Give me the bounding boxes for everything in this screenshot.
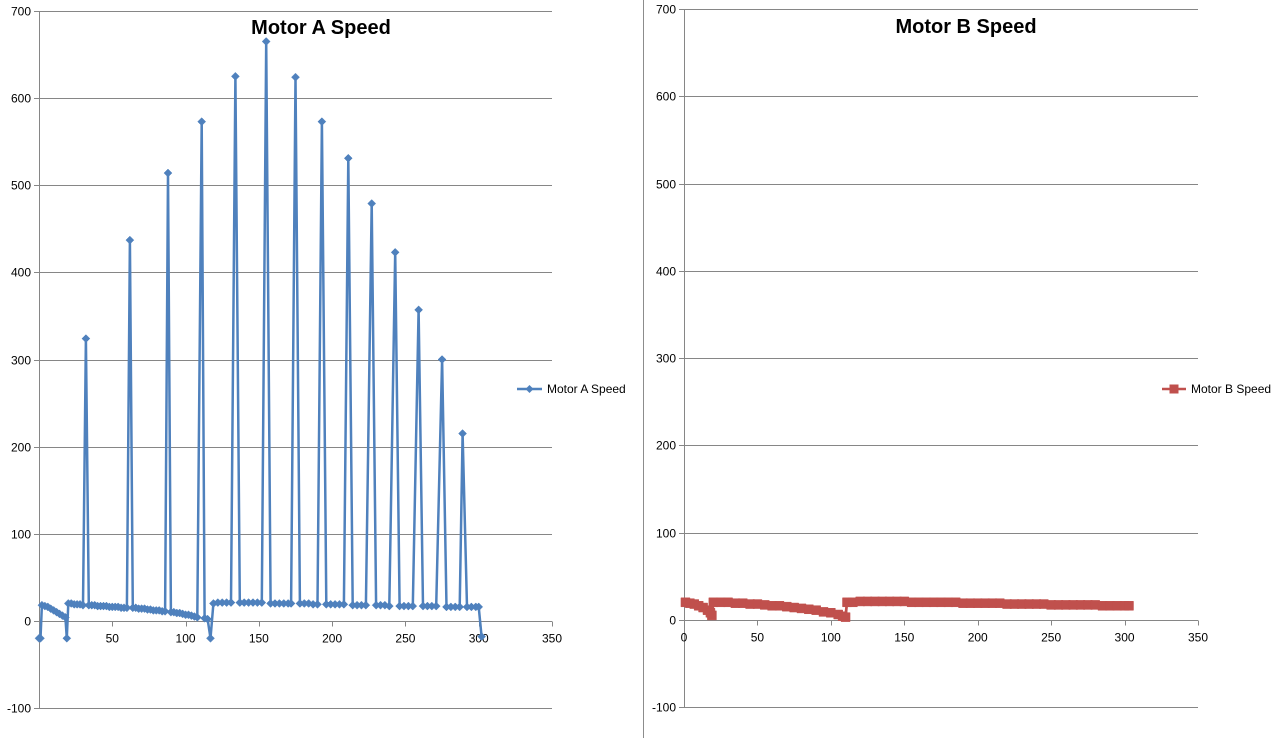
y-tick-label: 600	[656, 90, 676, 104]
data-point	[317, 117, 327, 127]
y-tick-label: 300	[11, 354, 31, 368]
chart-panel-motor-b: -100 0 100 200 300 400 500 600 700 0 50 100 150 200 2…	[645, 0, 1287, 738]
data-point	[384, 601, 394, 611]
axes	[34, 11, 553, 709]
chart-title: Motor B Speed	[895, 16, 1036, 38]
legend: Motor B Speed	[1162, 382, 1271, 396]
series-line	[39, 40, 483, 640]
y-tick-label: 500	[656, 178, 676, 192]
y-tick-label: 100	[656, 527, 676, 541]
data-point	[163, 168, 173, 178]
y-tick-label: 200	[11, 441, 31, 455]
x-tick-label: 200	[322, 632, 342, 646]
x-tick-label: 100	[176, 632, 196, 646]
data-point	[477, 632, 486, 641]
chart-title: Motor A Speed	[251, 17, 391, 39]
data-point	[414, 305, 423, 315]
data-point	[206, 633, 215, 643]
data-point	[474, 602, 484, 612]
y-tick-label: 0	[669, 614, 676, 628]
series-markers	[680, 596, 1134, 622]
x-tick-label: 100	[821, 631, 841, 645]
data-point	[707, 610, 717, 621]
data-point	[81, 334, 91, 343]
data-point	[1124, 601, 1134, 611]
data-point	[455, 602, 465, 612]
data-point	[261, 37, 271, 46]
data-point	[197, 117, 207, 127]
x-tick-labels: 50 100 150 200 250 300 350	[106, 632, 563, 646]
y-tick-label: 400	[656, 265, 676, 279]
y-tick-label: -100	[652, 701, 676, 715]
data-point	[122, 603, 132, 613]
y-tick-label: 400	[11, 266, 31, 280]
data-point	[458, 429, 467, 438]
data-point	[125, 235, 135, 245]
x-tick-label: 300	[469, 632, 489, 646]
x-tick-label: 350	[1188, 631, 1208, 645]
data-point	[160, 606, 170, 616]
data-point	[78, 600, 88, 610]
data-point	[339, 599, 349, 609]
axes	[679, 9, 1199, 708]
data-point	[313, 599, 322, 609]
y-tick-labels: -100 0 100 200 300 400 500 600 700	[652, 3, 676, 715]
y-tick-label: 0	[24, 615, 31, 629]
y-tick-label: 100	[11, 528, 31, 542]
series-markers	[34, 37, 486, 643]
data-point	[203, 614, 212, 624]
x-tick-label: 250	[1041, 631, 1061, 645]
x-tick-label: 350	[542, 632, 562, 646]
data-point	[231, 71, 240, 81]
data-point	[343, 153, 353, 163]
x-tick-label: 150	[894, 631, 914, 645]
legend-label: Motor A Speed	[547, 382, 626, 396]
y-tick-label: 300	[656, 352, 676, 366]
x-tick-label: 150	[249, 632, 269, 646]
data-point	[36, 633, 45, 643]
chart-motor-b: -100 0 100 200 300 400 500 600 700 0 50 100 150 200 2…	[652, 3, 1271, 715]
y-tick-label: 700	[11, 5, 31, 19]
y-tick-label: 700	[656, 3, 676, 17]
x-tick-label: 50	[106, 632, 120, 646]
data-point	[367, 199, 377, 208]
data-point	[291, 72, 300, 82]
data-point	[431, 601, 441, 611]
legend-marker	[1169, 384, 1179, 394]
chart-motor-a: -100 0 100 200 300 400 500 600 700 50 100 150 200 25…	[7, 5, 626, 716]
x-tick-label: 200	[968, 631, 988, 645]
y-tick-label: 200	[656, 439, 676, 453]
x-tick-label: 50	[751, 631, 765, 645]
data-point	[390, 247, 400, 257]
data-point	[62, 633, 72, 643]
data-point	[286, 599, 296, 608]
data-point	[437, 355, 447, 364]
y-tick-label: -100	[7, 702, 31, 716]
legend: Motor A Speed	[517, 382, 626, 396]
data-point	[840, 612, 851, 622]
x-tick-label: 0	[681, 631, 688, 645]
series-line-path	[39, 40, 483, 640]
data-point	[257, 598, 267, 607]
legend-marker	[525, 385, 534, 393]
data-point	[226, 598, 236, 607]
y-tick-label: 600	[11, 92, 31, 106]
data-point	[408, 601, 418, 611]
x-tick-labels: 0 50 100 150 200 250 300 350	[681, 631, 1209, 645]
legend-label: Motor B Speed	[1191, 382, 1271, 396]
data-point	[361, 600, 371, 610]
chart-panel-motor-a: -100 0 100 200 300 400 500 600 700 50 100 150 200 25…	[6, 0, 644, 738]
y-tick-labels: -100 0 100 200 300 400 500 600 700	[7, 5, 31, 716]
x-tick-label: 300	[1115, 631, 1135, 645]
x-tick-label: 250	[395, 632, 415, 646]
data-point	[192, 613, 202, 622]
data-point	[848, 597, 858, 608]
data-point	[61, 613, 70, 622]
y-tick-label: 500	[11, 179, 31, 193]
